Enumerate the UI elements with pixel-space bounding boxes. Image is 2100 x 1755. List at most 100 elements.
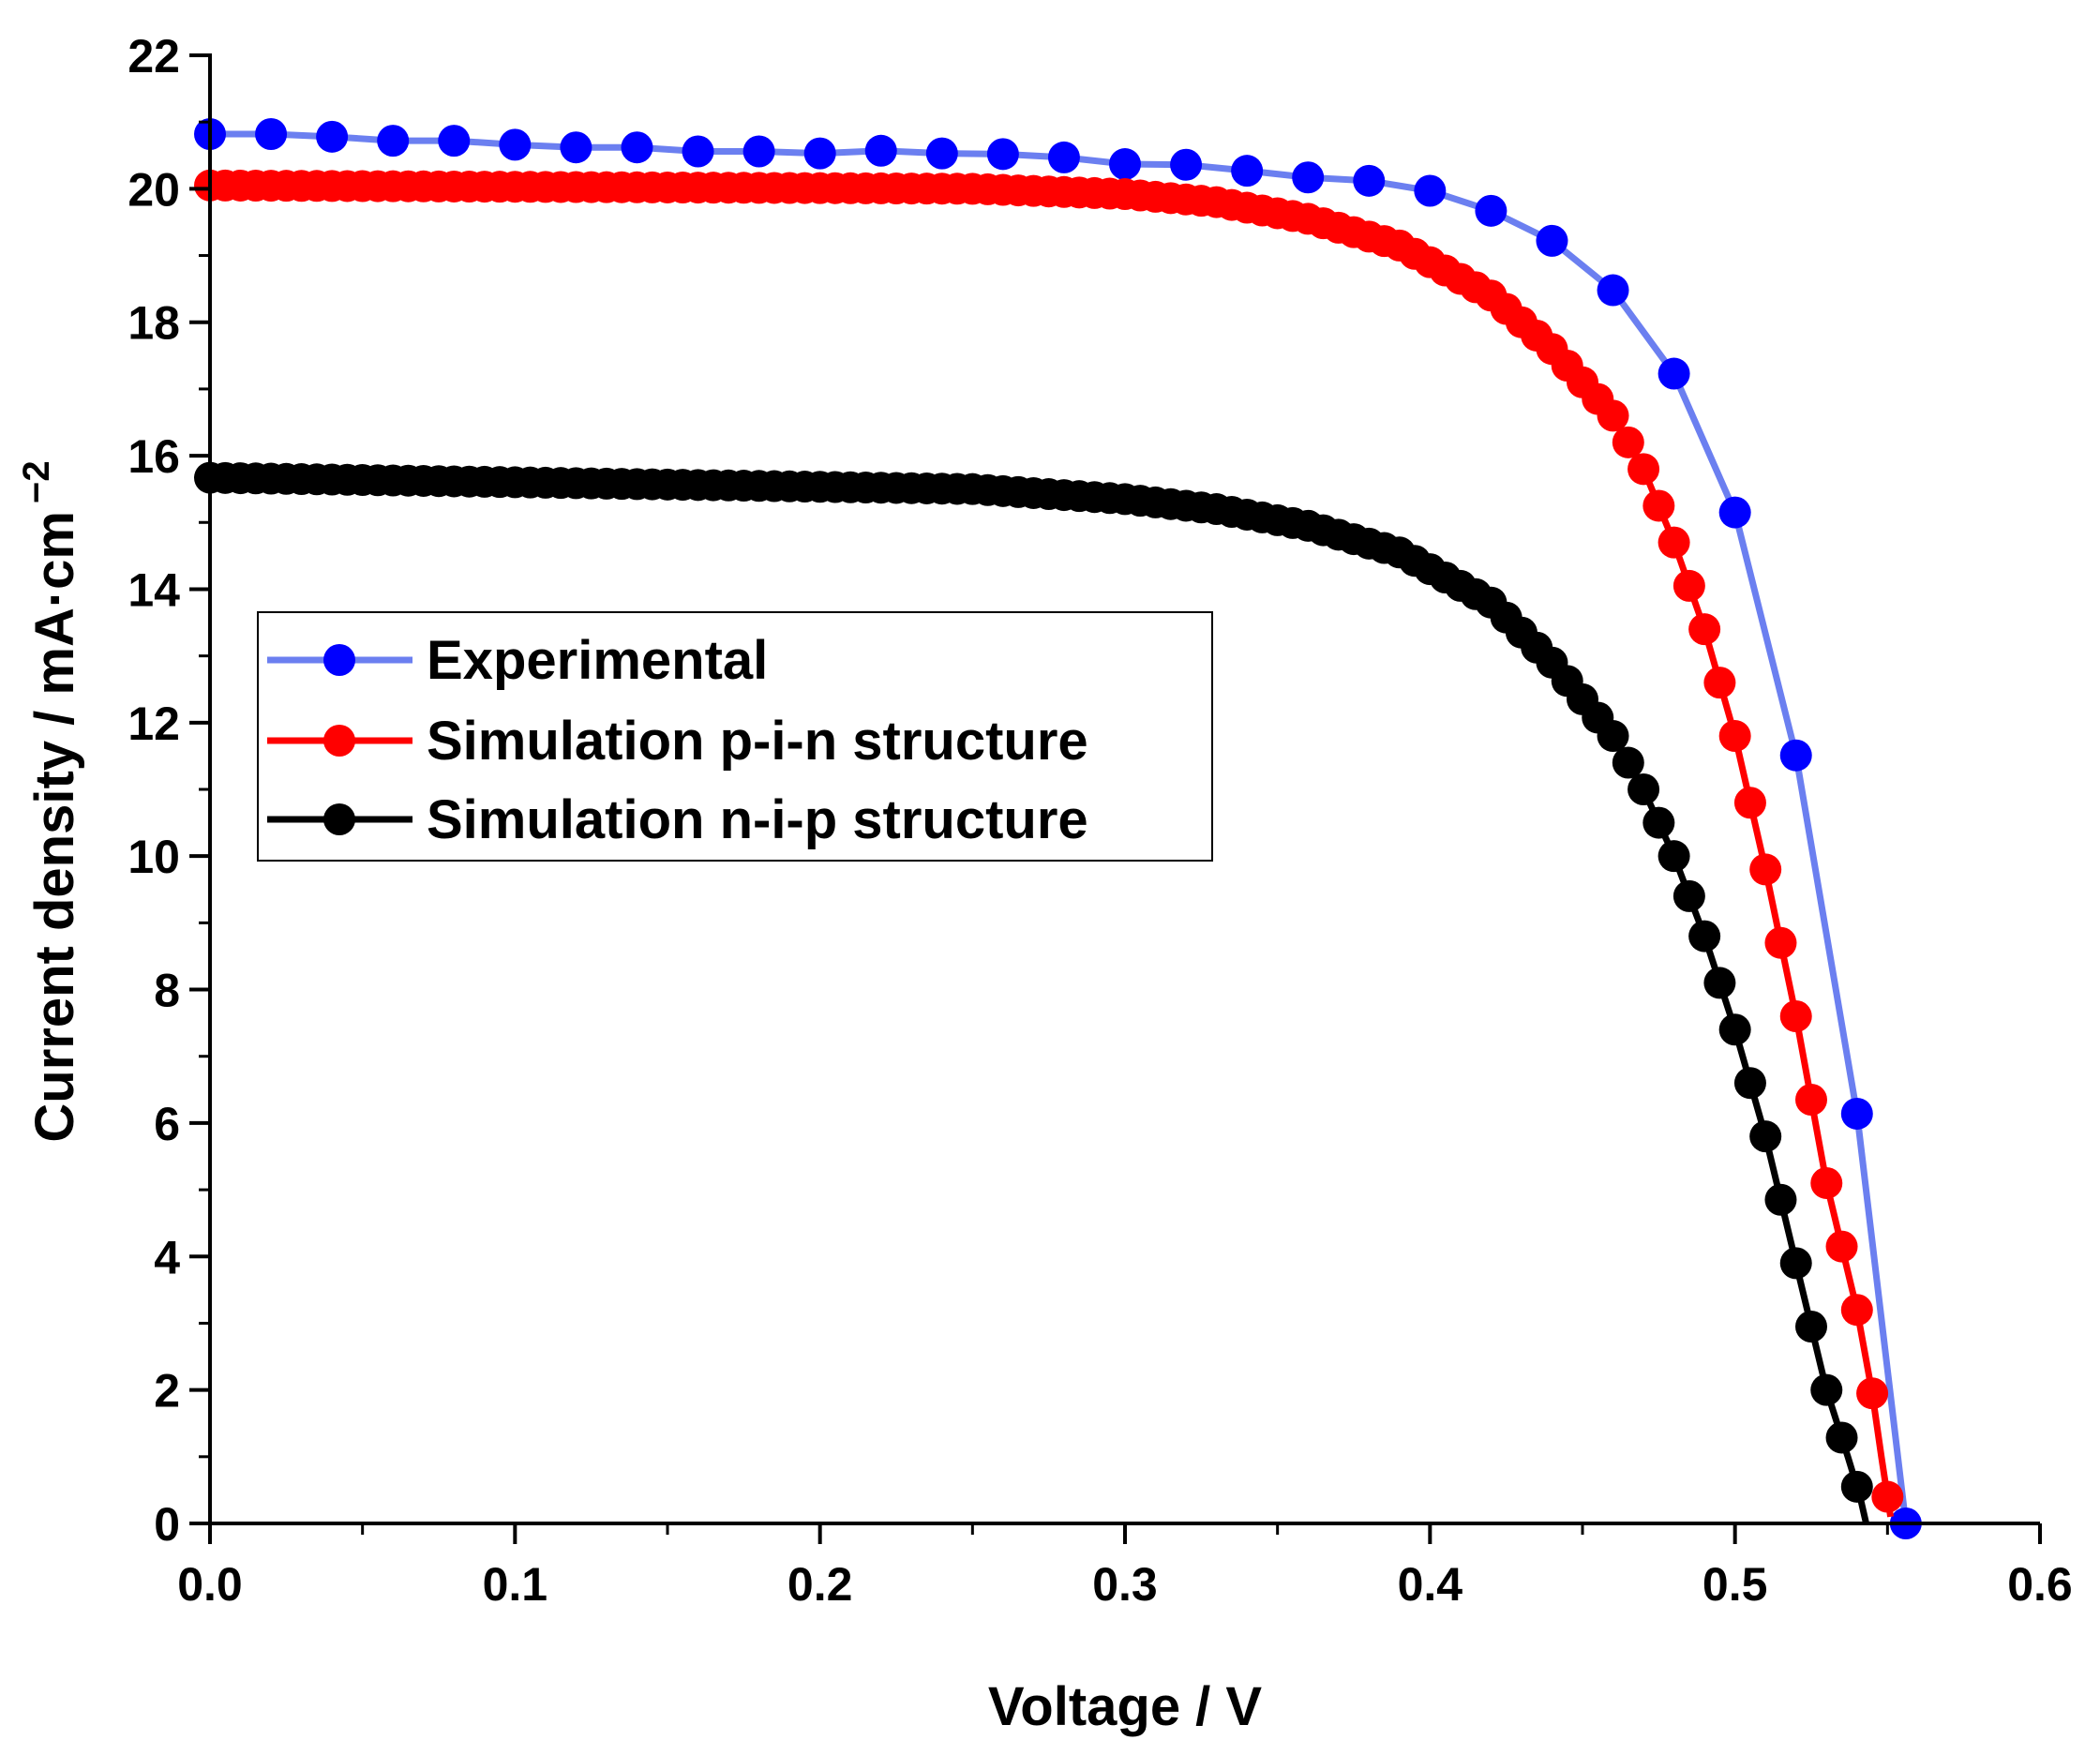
data-point <box>1047 141 1080 173</box>
data-point <box>1825 1230 1858 1263</box>
data-point <box>1672 879 1705 912</box>
x-tick-label: 0.0 <box>177 1558 243 1611</box>
y-axis: 0 2 4 6 8 10 12 14 16 18 20 22 <box>128 30 212 1551</box>
data-point <box>1292 161 1325 194</box>
series-layer <box>194 117 1922 1539</box>
series-2 <box>194 461 1873 1524</box>
data-point <box>1597 274 1629 307</box>
data-point <box>803 137 836 170</box>
legend-marker-experimental <box>323 644 355 676</box>
legend-box <box>257 611 1213 862</box>
legend-label-experimental: Experimental <box>427 630 768 691</box>
legend-marker-nip <box>323 803 355 835</box>
data-point <box>1733 1067 1766 1100</box>
data-point <box>1536 224 1568 257</box>
legend-entry-experimental: Experimental <box>267 630 768 691</box>
data-point <box>1795 1311 1827 1343</box>
y-tick-label: 18 <box>128 297 180 350</box>
data-point <box>1109 148 1141 181</box>
data-point <box>1672 569 1705 602</box>
data-point <box>1612 426 1644 458</box>
y-tick-label: 14 <box>128 563 180 616</box>
data-point <box>1749 853 1782 886</box>
data-point <box>1718 496 1751 529</box>
x-tick-label: 0.6 <box>2007 1558 2073 1611</box>
series-0 <box>194 117 1922 1539</box>
y-tick-label: 10 <box>128 831 180 883</box>
data-point <box>1703 667 1736 699</box>
y-tick-label: 12 <box>128 698 180 750</box>
data-point <box>925 137 958 170</box>
data-point <box>1733 787 1766 819</box>
y-ticks: 0 2 4 6 8 10 12 14 16 18 20 22 <box>128 30 210 1551</box>
y-tick-label: 22 <box>128 30 180 82</box>
y-axis-title-superscript: −2 <box>16 460 57 503</box>
x-tick-label: 0.1 <box>483 1558 548 1611</box>
data-point <box>1840 1470 1873 1503</box>
data-point <box>1779 1247 1812 1280</box>
data-point <box>1353 164 1386 197</box>
data-point <box>621 131 653 164</box>
data-point <box>1856 1377 1889 1410</box>
data-point <box>1642 489 1675 522</box>
data-point <box>377 125 410 158</box>
y-tick-label: 2 <box>154 1365 180 1418</box>
data-point <box>1764 926 1797 959</box>
y-axis-title-main: Current density / mA·cm <box>24 511 85 1143</box>
data-point <box>1718 720 1751 753</box>
data-point <box>1597 720 1629 753</box>
data-point <box>1597 399 1629 432</box>
data-point <box>1749 1120 1782 1153</box>
legend-entry-pin: Simulation p-i-n structure <box>267 711 1088 772</box>
data-point <box>1612 746 1644 779</box>
y-tick-label: 8 <box>154 965 180 1017</box>
data-point <box>1628 453 1660 486</box>
data-point <box>560 131 592 164</box>
data-point <box>864 134 897 167</box>
y-tick-label: 20 <box>128 163 180 216</box>
data-point <box>316 120 349 153</box>
data-point <box>1703 967 1736 999</box>
data-point <box>1475 194 1508 227</box>
data-point <box>1642 806 1675 839</box>
data-point <box>986 138 1019 171</box>
data-point <box>742 135 775 168</box>
x-tick-label: 0.4 <box>1398 1558 1463 1611</box>
data-point <box>1840 1294 1873 1327</box>
legend-label-nip: Simulation n-i-p structure <box>427 789 1088 850</box>
data-point <box>438 125 471 158</box>
data-point <box>1840 1097 1873 1130</box>
data-point <box>1170 148 1203 181</box>
x-tick-label: 0.2 <box>788 1558 853 1611</box>
data-point <box>1688 920 1721 952</box>
legend-marker-pin <box>323 725 355 757</box>
y-tick-label: 16 <box>128 430 180 483</box>
legend-entry-nip: Simulation n-i-p structure <box>267 789 1088 850</box>
data-point <box>1231 155 1264 188</box>
legend-label-pin: Simulation p-i-n structure <box>427 711 1088 772</box>
data-point <box>1658 526 1690 559</box>
data-point <box>1764 1183 1797 1216</box>
data-point <box>1871 1480 1904 1513</box>
data-point <box>1414 174 1447 207</box>
x-tick-label: 0.3 <box>1092 1558 1158 1611</box>
y-tick-label: 0 <box>154 1498 180 1551</box>
data-point <box>1628 773 1660 805</box>
data-point <box>1658 357 1690 390</box>
data-point <box>1810 1166 1843 1199</box>
x-axis-title: Voltage / V <box>988 1676 1263 1737</box>
data-point <box>499 128 532 161</box>
data-point <box>1658 840 1690 873</box>
data-point <box>1718 1013 1751 1046</box>
y-tick-label: 4 <box>154 1231 180 1283</box>
data-point <box>1795 1083 1827 1116</box>
x-ticks: 0.0 0.1 0.2 0.3 0.4 0.5 0.6 <box>177 1523 2073 1611</box>
legend: Experimental Simulation p-i-n structure … <box>257 611 1213 862</box>
data-point <box>1779 1000 1812 1033</box>
series-1 <box>194 169 1904 1518</box>
x-axis: 0.0 0.1 0.2 0.3 0.4 0.5 0.6 <box>177 1522 2073 1611</box>
data-point <box>682 135 714 168</box>
data-point <box>1688 613 1721 646</box>
